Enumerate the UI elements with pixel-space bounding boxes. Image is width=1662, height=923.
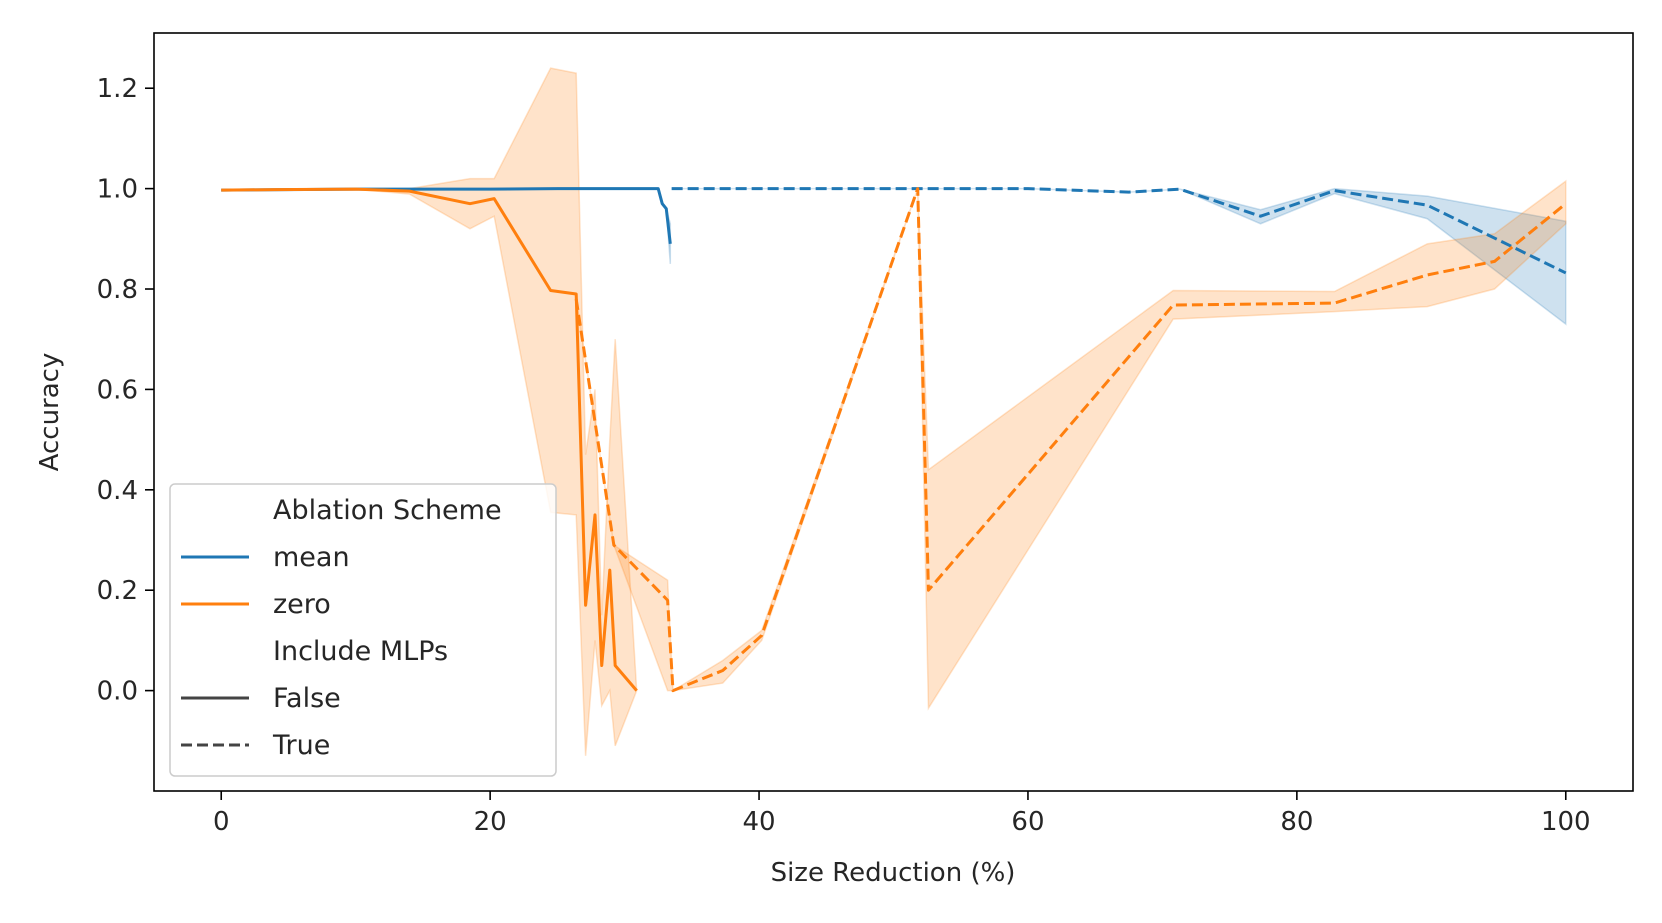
y-tick-label: 0.0 [97, 677, 138, 707]
line-zero-mlps-false [221, 187, 638, 692]
y-tick-label: 0.8 [97, 275, 138, 305]
y-tick-label: 0.2 [97, 576, 138, 606]
legend: Ablation Scheme mean zero Include MLPs F… [169, 483, 557, 777]
x-tick-label: 100 [1541, 807, 1591, 837]
legend-box [169, 483, 557, 777]
legend-false-label: False [273, 683, 341, 714]
x-tick-label: 80 [1280, 807, 1313, 837]
x-tick-label: 40 [742, 807, 775, 837]
x-tick-label: 60 [1011, 807, 1044, 837]
y-axis-title: Accuracy [35, 353, 65, 472]
series-lines [221, 187, 1567, 693]
x-tick-label: 0 [213, 807, 230, 837]
y-tick-label: 1.0 [97, 175, 138, 205]
legend-zero-label: zero [273, 589, 331, 620]
line-zero-mlps-true [574, 187, 1567, 693]
y-tick-label: 0.4 [97, 476, 138, 506]
plot-area-frame [153, 32, 1634, 792]
band-zero-mlps-true [575, 179, 1567, 711]
y-axis: 0.0 0.2 0.4 0.6 0.8 1.0 1.2 [97, 74, 154, 707]
x-axis-title: Size Reduction (%) [771, 858, 1016, 888]
x-tick-label: 20 [474, 807, 507, 837]
x-axis: 0 20 40 60 80 100 [213, 791, 1591, 837]
line-mean-mlps-true [671, 187, 1567, 275]
legend-hue-title: Ablation Scheme [273, 495, 502, 526]
y-tick-label: 1.2 [97, 74, 138, 104]
y-tick-label: 0.6 [97, 375, 138, 405]
legend-true-label: True [272, 730, 330, 761]
legend-style-title: Include MLPs [273, 636, 448, 667]
legend-mean-label: mean [273, 542, 350, 573]
